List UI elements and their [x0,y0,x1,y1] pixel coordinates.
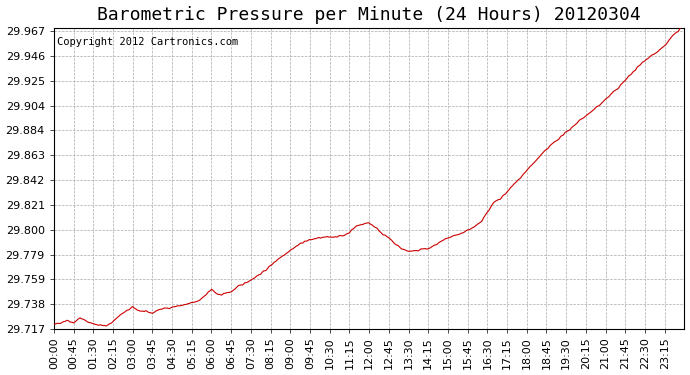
Text: Copyright 2012 Cartronics.com: Copyright 2012 Cartronics.com [57,37,238,47]
Title: Barometric Pressure per Minute (24 Hours) 20120304: Barometric Pressure per Minute (24 Hours… [97,6,641,24]
